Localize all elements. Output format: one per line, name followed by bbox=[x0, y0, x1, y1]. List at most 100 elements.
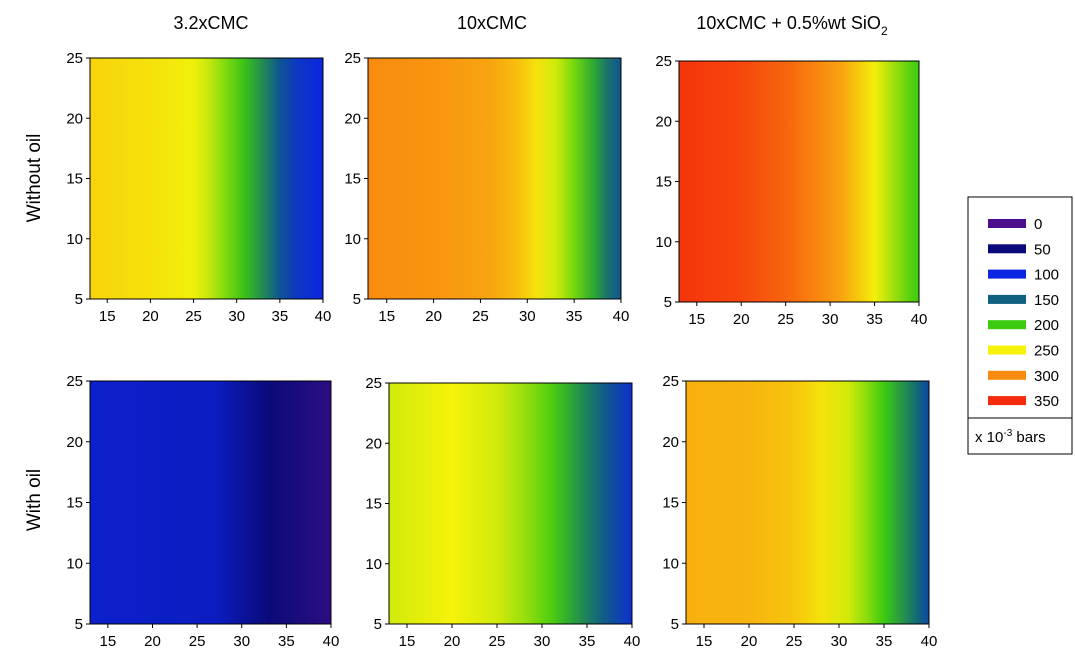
y-tick-label: 5 bbox=[75, 616, 83, 633]
x-tick-label: 15 bbox=[378, 308, 395, 325]
panel-with-oil-10xcmc-sio2 bbox=[685, 380, 930, 625]
x-tick-label: 35 bbox=[272, 308, 289, 325]
x-tick-label: 25 bbox=[189, 633, 206, 650]
y-tick-label: 10 bbox=[344, 231, 361, 248]
x-tick-label: 35 bbox=[579, 633, 596, 650]
x-tick-label: 25 bbox=[777, 311, 794, 328]
y-tick-label: 10 bbox=[365, 556, 382, 573]
y-tick-label: 20 bbox=[662, 434, 679, 451]
x-tick-label: 35 bbox=[566, 308, 583, 325]
y-tick-label: 15 bbox=[66, 171, 83, 188]
legend-label: 50 bbox=[1034, 241, 1051, 258]
y-tick-label: 20 bbox=[66, 434, 83, 451]
legend-swatch bbox=[988, 269, 1026, 279]
y-tick-label: 15 bbox=[365, 496, 382, 513]
x-tick-label: 15 bbox=[100, 633, 117, 650]
panel-with-oil-10xcmc bbox=[388, 382, 633, 625]
x-tick-label: 20 bbox=[444, 633, 461, 650]
column-title-10xcmc-sio2: 10xCMC + 0.5%wt SiO2 bbox=[696, 13, 888, 38]
x-tick-label: 20 bbox=[425, 308, 442, 325]
legend-label: 250 bbox=[1034, 343, 1059, 360]
y-tick-label: 15 bbox=[344, 171, 361, 188]
y-tick-label: 15 bbox=[66, 495, 83, 512]
x-tick-label: 40 bbox=[315, 308, 332, 325]
x-tick-label: 30 bbox=[228, 308, 245, 325]
row-label-without-oil: Without oil bbox=[24, 134, 45, 223]
legend-label: 100 bbox=[1034, 267, 1059, 284]
legend-swatch bbox=[988, 294, 1026, 304]
x-tick-label: 40 bbox=[911, 311, 928, 328]
y-tick-label: 10 bbox=[66, 555, 83, 572]
x-tick-label: 15 bbox=[688, 311, 705, 328]
y-tick-label: 25 bbox=[66, 50, 83, 67]
panel-without-oil-3.2xcmc bbox=[89, 57, 324, 300]
x-tick-label: 40 bbox=[613, 308, 630, 325]
x-tick-label: 25 bbox=[185, 308, 202, 325]
y-tick-label: 10 bbox=[66, 231, 83, 248]
y-tick-label: 5 bbox=[664, 294, 672, 311]
y-tick-label: 15 bbox=[655, 174, 672, 191]
y-tick-label: 10 bbox=[662, 555, 679, 572]
y-tick-label: 20 bbox=[344, 110, 361, 127]
x-tick-label: 40 bbox=[921, 633, 938, 650]
y-tick-label: 5 bbox=[374, 616, 382, 633]
x-tick-label: 30 bbox=[233, 633, 250, 650]
legend-label: 350 bbox=[1034, 393, 1059, 410]
panel-without-oil-10xcmc bbox=[367, 57, 622, 300]
panel-surface bbox=[367, 57, 622, 300]
panel-with-oil-3.2xcmc bbox=[89, 380, 332, 625]
y-tick-label: 5 bbox=[353, 291, 361, 308]
x-tick-label: 15 bbox=[399, 633, 416, 650]
legend-label: 0 bbox=[1034, 216, 1042, 233]
y-tick-label: 20 bbox=[66, 110, 83, 127]
y-tick-label: 5 bbox=[75, 291, 83, 308]
x-tick-label: 30 bbox=[519, 308, 536, 325]
panel-without-oil-10xcmc-sio2 bbox=[678, 60, 920, 303]
axis-ticks: 15 20 25 30 35 40 5 10 15 20 25 15 20 25 30 35 40 5 10 15 20… bbox=[66, 50, 937, 650]
panel-surface bbox=[89, 57, 324, 300]
column-title-10xcmc: 10xCMC bbox=[457, 13, 527, 33]
legend-label: 200 bbox=[1034, 317, 1059, 334]
x-tick-label: 15 bbox=[696, 633, 713, 650]
x-tick-label: 20 bbox=[142, 308, 159, 325]
x-tick-label: 40 bbox=[323, 633, 340, 650]
legend-swatch bbox=[988, 219, 1026, 228]
y-tick-label: 25 bbox=[365, 375, 382, 392]
x-tick-label: 30 bbox=[822, 311, 839, 328]
legend-swatch bbox=[988, 370, 1026, 380]
y-tick-label: 25 bbox=[66, 373, 83, 390]
x-tick-label: 25 bbox=[786, 633, 803, 650]
panel-surface bbox=[678, 60, 920, 303]
legend-swatch bbox=[988, 320, 1026, 330]
legend-swatch bbox=[988, 396, 1026, 406]
y-tick-label: 25 bbox=[344, 50, 361, 67]
legend-swatch bbox=[988, 345, 1026, 355]
panel-surface bbox=[685, 380, 930, 625]
legend-label: 150 bbox=[1034, 292, 1059, 309]
x-tick-label: 40 bbox=[624, 633, 641, 650]
x-tick-label: 20 bbox=[733, 311, 750, 328]
legend-label: 300 bbox=[1034, 368, 1059, 385]
x-tick-label: 20 bbox=[741, 633, 758, 650]
x-tick-label: 35 bbox=[876, 633, 893, 650]
y-tick-label: 10 bbox=[655, 234, 672, 251]
x-tick-label: 35 bbox=[866, 311, 883, 328]
x-tick-label: 30 bbox=[831, 633, 848, 650]
y-tick-label: 5 bbox=[671, 616, 679, 633]
y-tick-label: 20 bbox=[365, 435, 382, 452]
legend-swatch bbox=[988, 244, 1026, 254]
x-tick-label: 25 bbox=[472, 308, 489, 325]
panel-surface bbox=[388, 382, 633, 625]
y-tick-label: 25 bbox=[655, 53, 672, 70]
legend-unit: x 10-3 bars bbox=[975, 428, 1046, 446]
panel-surface bbox=[89, 380, 332, 625]
y-tick-label: 20 bbox=[655, 113, 672, 130]
y-tick-label: 15 bbox=[662, 495, 679, 512]
y-tick-label: 25 bbox=[662, 373, 679, 390]
x-tick-label: 30 bbox=[534, 633, 551, 650]
x-tick-label: 15 bbox=[99, 308, 116, 325]
column-title-3.2xcmc: 3.2xCMC bbox=[173, 13, 248, 33]
x-tick-label: 25 bbox=[489, 633, 506, 650]
legend: 0 50 100 150 200 250 300 350 x 10-3 bars bbox=[967, 196, 1073, 455]
